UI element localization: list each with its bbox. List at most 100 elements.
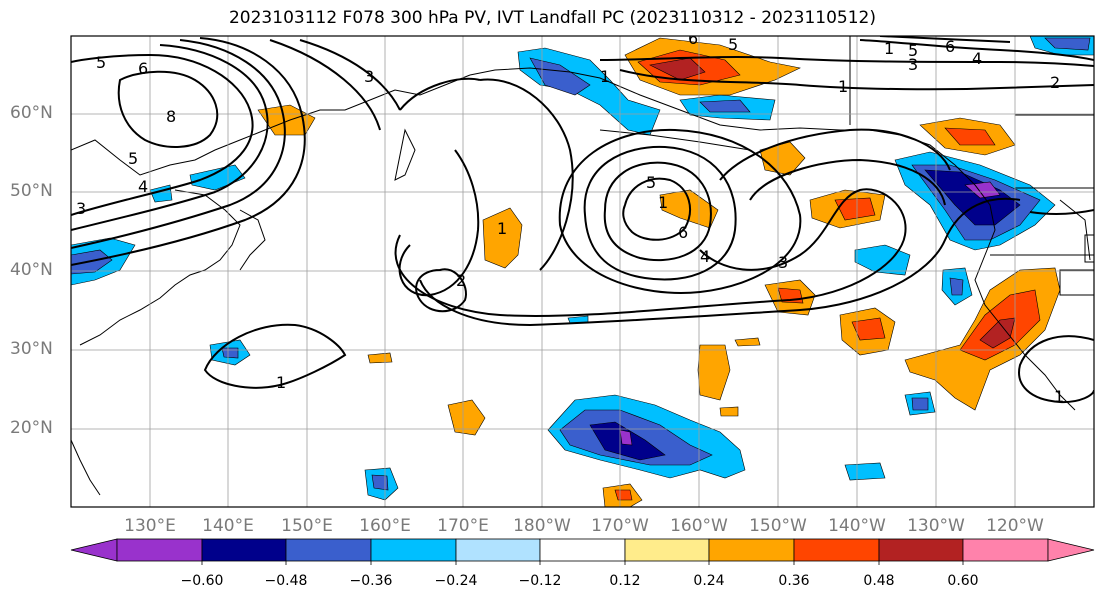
anomaly-negative [1044,37,1091,51]
colorbar-tick-label: 0.12 [609,573,641,589]
contour-label: 5 [128,149,138,168]
anomaly-negative [924,169,1021,226]
shading-layer [71,36,1094,507]
colorbar-tick-label: −0.36 [349,573,393,589]
colorbar-tick-label: −0.48 [264,573,308,589]
anomaly-positive [719,406,739,417]
contour-label: 1 [884,39,894,58]
colorbar-segment [878,538,964,562]
lat-label: 50°N [10,181,53,201]
contour-label: 1 [600,67,610,86]
contour-label: 6 [138,59,148,78]
colorbar-extend-high [1047,538,1095,562]
contour-label: 5 [908,41,918,60]
colorbar-segment [793,538,880,562]
colorbar-segment [455,538,541,562]
map-area: 5 6 3 8 5 4 3 1 5 6 1 1 5 3 6 4 2 1 1 5 … [71,29,1094,507]
colorbar-segment [539,538,626,562]
anomaly-positive [659,189,719,229]
contour-labels: 5 6 3 8 5 4 3 1 5 6 1 1 5 3 6 4 2 1 1 5 … [76,29,1064,406]
colorbar-extend-low [70,538,118,562]
anomaly-positive [649,57,706,81]
lon-label: 180°W [513,516,571,536]
colorbar-segment [285,538,372,562]
contour-label: 3 [908,55,918,74]
lon-label: 150°E [281,516,333,536]
contour-label: 5 [646,173,656,192]
anomaly-positive [614,489,633,501]
contour-label: 2 [456,271,466,290]
colorbar-segment [708,538,795,562]
colorbar-segment [962,538,1049,562]
map-frame [70,35,1095,508]
contour-label: 1 [1054,387,1064,406]
colorbar-segment [370,538,457,562]
contour-label: 1 [838,77,848,96]
anomaly-negative [529,57,591,96]
anomaly-negative [844,462,886,481]
contour-label: 3 [76,199,86,218]
contour-label: 4 [972,49,982,68]
lon-label: 130°E [124,516,176,536]
lat-label: 20°N [10,418,53,438]
anomaly-negative [619,429,633,446]
contour-label: 3 [364,67,374,86]
colorbar-tick-label: 0.60 [947,573,979,589]
anomaly-negative [221,347,239,359]
anomaly-negative [699,99,751,113]
anomaly-positive [697,344,731,401]
lon-label: 150°W [749,516,807,536]
lon-label: 120°W [986,516,1044,536]
lon-label: 170°E [437,516,489,536]
lon-label: 170°W [591,516,649,536]
anomaly-negative [949,277,964,296]
contour-label: 1 [658,193,668,212]
map-title: 2023103112 F078 300 hPa PV, IVT Landfall… [228,8,876,28]
lat-label: 30°N [10,339,53,359]
anomaly-negative [964,181,1001,199]
colorbar-tick-label: 0.24 [693,573,725,589]
contour-label: 1 [497,219,507,238]
colorbar-tick-label: −0.12 [518,573,562,589]
lon-label: 160°E [359,516,411,536]
contour-label: 6 [688,29,698,48]
lon-label: 140°E [202,516,254,536]
colorbar-segment [201,538,287,562]
anomaly-negative [189,164,246,191]
colorbar-tick-label: −0.24 [434,573,478,589]
colorbar-segment [624,538,710,562]
pv-contours [71,36,1094,404]
colorbar-tick-label: −0.60 [180,573,224,589]
lon-label: 160°W [670,516,728,536]
contour-label: 2 [1050,73,1060,92]
anomaly-positive [979,317,1016,349]
lat-label: 60°N [10,103,53,123]
contour-label: 5 [728,35,738,54]
lon-label: 130°W [907,516,965,536]
anomaly-positive [482,207,523,269]
contour-label: 8 [166,107,176,126]
anomaly-positive [944,127,996,146]
anomaly-negative [854,244,911,276]
anomaly-positive [734,337,761,347]
contour-label: 3 [778,253,788,272]
contour-label: 6 [678,223,688,242]
lon-label: 140°W [828,516,886,536]
colorbar-tick-label: 0.36 [778,573,810,589]
contour-label: 6 [945,37,955,56]
colorbar-tick-label: 0.48 [863,573,895,589]
contour-label: 5 [96,53,106,72]
anomaly-positive [834,197,876,221]
anomaly-positive [367,352,393,364]
anomaly-negative [911,397,929,411]
colorbar [70,538,1095,565]
anomaly-negative [371,474,389,491]
contour-label: 4 [700,247,710,266]
colorbar-segment [116,538,203,562]
contour-label: 1 [276,373,286,392]
contour-label: 4 [138,177,148,196]
lat-label: 40°N [10,260,53,280]
gridlines [71,36,1094,507]
anomaly-positive [447,399,486,436]
